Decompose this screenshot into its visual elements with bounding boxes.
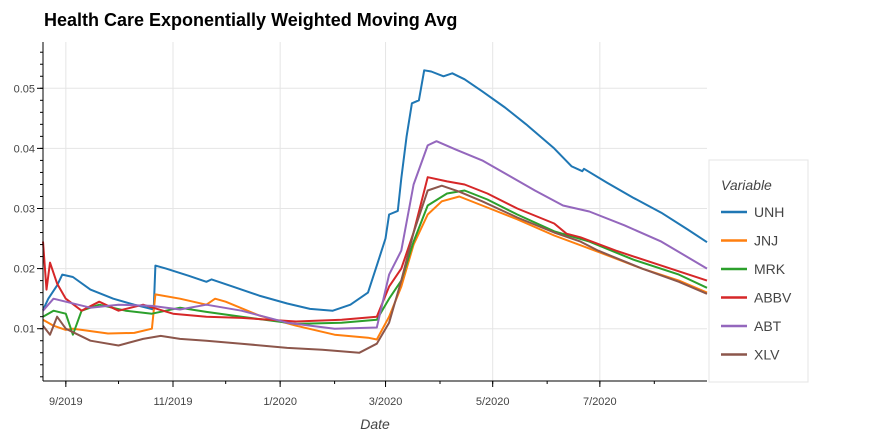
series-line-jnj: [42, 195, 708, 341]
x-tick-label: 5/2020: [476, 396, 510, 408]
legend-label-abbv: ABBV: [754, 290, 792, 306]
axes: [42, 42, 707, 382]
legend-label-abt: ABT: [754, 318, 782, 334]
series-line-xlv: [42, 184, 708, 354]
legend-label-mrk: MRK: [754, 261, 786, 277]
series-line-abt: [42, 140, 708, 330]
legend-label-jnj: JNJ: [754, 233, 778, 249]
legend-box: [708, 159, 809, 383]
chart-title: Health Care Exponentially Weighted Movin…: [44, 10, 458, 30]
y-tick-label: 0.05: [14, 83, 35, 95]
x-axis-label: Date: [360, 416, 390, 432]
y-tick-label: 0.03: [14, 203, 35, 215]
legend-items: UNH JNJ MRK ABBV ABT XLV: [721, 204, 792, 363]
series-line-abbv: [42, 176, 708, 323]
y-ticks: 0.01 0.02 0.03 0.04 0.05: [14, 51, 43, 378]
series-line-unh: [42, 69, 708, 312]
legend-label-xlv: XLV: [754, 347, 780, 363]
y-tick-label: 0.01: [14, 324, 35, 336]
x-tick-label: 11/2019: [154, 396, 193, 408]
y-tick-label: 0.02: [14, 264, 35, 276]
x-tick-label: 9/2019: [49, 396, 83, 408]
legend-label-unh: UNH: [754, 204, 784, 220]
legend-title: Variable: [721, 177, 772, 193]
y-tick-label: 0.04: [14, 143, 35, 155]
x-tick-label: 7/2020: [583, 396, 617, 408]
series-layer: [42, 69, 708, 354]
legend: Variable UNH JNJ MRK ABBV ABT XLV: [708, 159, 809, 383]
x-tick-label: 1/2020: [263, 396, 297, 408]
plot-area: [43, 42, 707, 381]
x-tick-label: 3/2020: [369, 396, 403, 408]
x-ticks: 9/2019 11/2019 1/2020 3/2020 5/2020 7/2020: [49, 381, 655, 408]
